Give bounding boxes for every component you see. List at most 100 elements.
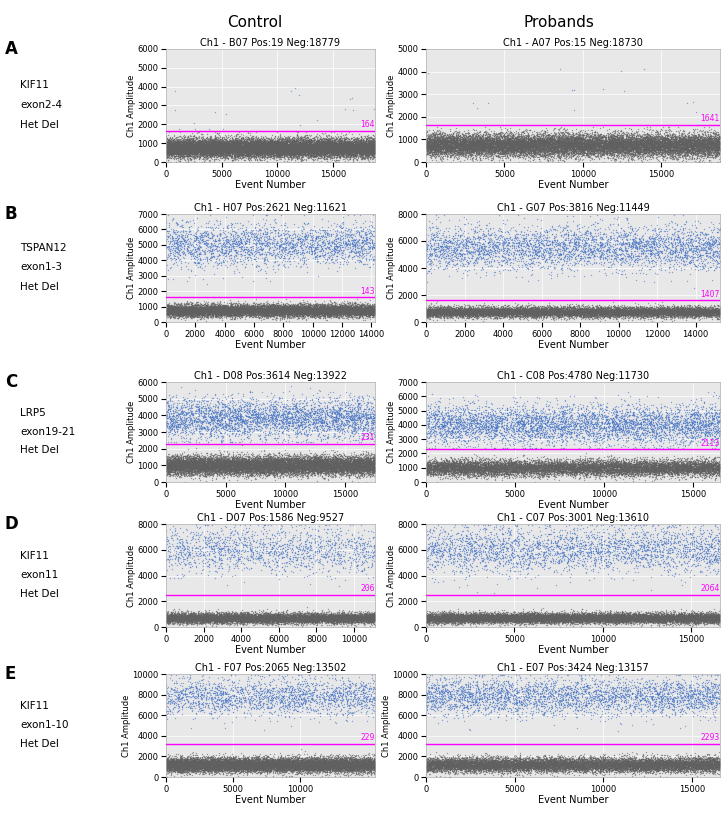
Point: [254, 763, 266, 776]
Point: [617, 135, 629, 148]
Point: [162, 757, 173, 770]
Point: [232, 136, 243, 150]
Point: [291, 145, 303, 158]
Point: [606, 614, 617, 627]
Point: [662, 612, 673, 626]
Point: [167, 223, 178, 236]
Point: [286, 305, 298, 318]
Point: [486, 460, 498, 473]
Point: [362, 755, 373, 769]
Point: [547, 145, 559, 159]
Point: [426, 697, 438, 710]
Point: [663, 615, 675, 628]
Point: [291, 754, 303, 767]
Point: [462, 458, 474, 471]
Point: [451, 455, 463, 468]
Point: [189, 760, 201, 774]
Point: [678, 752, 690, 765]
Point: [266, 752, 278, 765]
Point: [516, 138, 528, 151]
Point: [573, 309, 585, 322]
Point: [713, 309, 725, 322]
Point: [566, 755, 578, 768]
Point: [266, 139, 277, 152]
Point: [298, 147, 309, 160]
Point: [347, 429, 359, 442]
Point: [521, 605, 533, 618]
Point: [585, 136, 597, 150]
Point: [430, 247, 442, 261]
Point: [163, 305, 175, 318]
Point: [226, 298, 238, 311]
Point: [541, 610, 553, 623]
Point: [574, 142, 586, 155]
Point: [512, 305, 523, 318]
Point: [543, 760, 555, 774]
Point: [547, 141, 559, 155]
Point: [200, 416, 212, 429]
Point: [181, 613, 193, 626]
Point: [561, 138, 572, 151]
Point: [607, 147, 619, 160]
Point: [538, 760, 550, 774]
Point: [485, 307, 496, 320]
Point: [278, 609, 290, 622]
Point: [318, 760, 330, 773]
Point: [298, 146, 310, 159]
Point: [354, 146, 365, 159]
Point: [312, 760, 324, 774]
Point: [191, 142, 202, 155]
Point: [543, 434, 555, 447]
Point: [323, 139, 335, 152]
Point: [704, 758, 716, 771]
Point: [336, 612, 347, 625]
Point: [490, 460, 502, 473]
Point: [646, 686, 658, 700]
Point: [584, 306, 596, 319]
Point: [578, 302, 590, 316]
Point: [347, 307, 359, 321]
Point: [695, 138, 707, 151]
Point: [620, 229, 631, 242]
Point: [348, 302, 360, 315]
Point: [555, 420, 567, 433]
Point: [646, 690, 658, 704]
Point: [256, 546, 268, 559]
Point: [554, 307, 566, 321]
Point: [274, 462, 286, 475]
Point: [284, 410, 296, 423]
Point: [462, 256, 474, 269]
Point: [533, 239, 545, 252]
Point: [256, 303, 267, 316]
Point: [311, 760, 323, 774]
Point: [683, 461, 695, 474]
Point: [480, 754, 491, 767]
Point: [171, 612, 183, 626]
Point: [349, 455, 361, 468]
Point: [166, 456, 178, 469]
Point: [325, 760, 337, 774]
Point: [545, 756, 557, 769]
Point: [242, 303, 253, 316]
Point: [686, 763, 697, 776]
Point: [537, 144, 548, 157]
Point: [321, 465, 333, 478]
Point: [590, 753, 601, 766]
Point: [475, 453, 486, 466]
Point: [215, 670, 227, 683]
Point: [616, 303, 628, 316]
Point: [331, 456, 343, 469]
Point: [232, 138, 243, 151]
Point: [570, 760, 582, 774]
Point: [593, 616, 604, 629]
Point: [314, 455, 325, 469]
Point: [253, 469, 264, 482]
Point: [189, 556, 200, 569]
Point: [605, 755, 617, 768]
Point: [543, 304, 555, 317]
Point: [458, 460, 470, 473]
Point: [284, 459, 296, 472]
Point: [706, 613, 718, 626]
Point: [631, 306, 643, 319]
Point: [476, 309, 488, 322]
